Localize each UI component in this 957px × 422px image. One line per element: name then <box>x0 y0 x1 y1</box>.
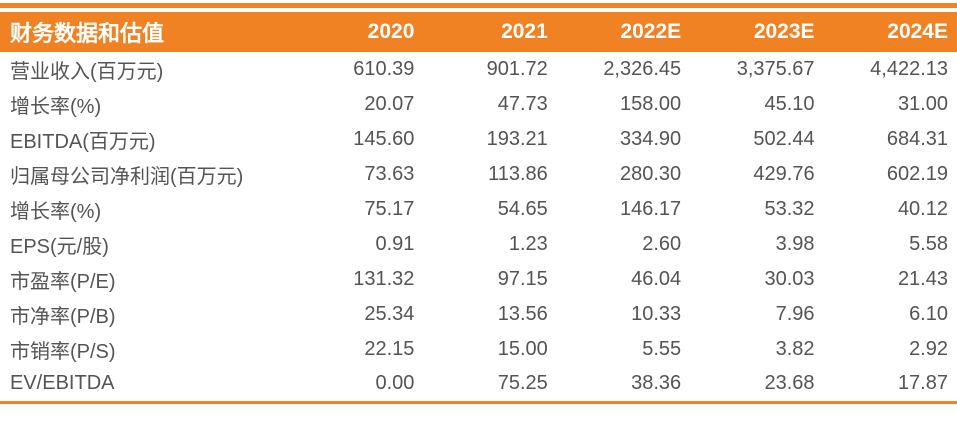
cell-value: 429.76 <box>753 163 815 185</box>
table-row: 市销率(P/S) 22.15 15.00 5.55 3.82 2.92 <box>0 332 957 367</box>
cell-value: 53.32 <box>764 198 815 220</box>
table-row: 营业收入(百万元) 610.39 901.72 2,326.45 3,375.67 4,4… <box>0 52 957 87</box>
cell-value: 5.58 <box>909 233 948 255</box>
cell-value: 113.86 <box>488 163 548 185</box>
cell-value: 610.39 <box>353 58 415 80</box>
cell-value: 131.32 <box>353 268 415 290</box>
cell-value: 6.10 <box>909 303 948 325</box>
cell-value: 3,375.67 <box>736 58 815 80</box>
cell-value: 22.15 <box>364 338 415 360</box>
cell-value: 0.91 <box>375 233 415 255</box>
cell-value: 602.19 <box>886 163 948 185</box>
cell-value: 3.98 <box>775 233 815 255</box>
top-accent-bar <box>0 3 957 8</box>
cell-value: 5.55 <box>642 338 682 360</box>
cell-value: 280.30 <box>620 163 682 185</box>
cell-value: 10.33 <box>631 303 682 325</box>
cell-value: 145.60 <box>353 128 415 150</box>
cell-value: 31.00 <box>897 93 948 115</box>
cell-value: 40.12 <box>897 198 948 220</box>
cell-value: 20.07 <box>364 93 415 115</box>
table-row: 市盈率(P/E) 131.32 97.15 46.04 30.03 21.43 <box>0 262 957 297</box>
table-header-row: 财务数据和估值 2020 2021 2022E 2023E 2024E <box>0 12 957 52</box>
cell-value: 2.60 <box>642 233 682 255</box>
cell-value: 97.15 <box>497 268 548 290</box>
cell-value: 47.73 <box>497 93 548 115</box>
row-label: EPS(元/股) <box>10 236 109 258</box>
cell-value: 21.43 <box>897 268 948 290</box>
column-header-2021: 2021 <box>423 12 557 52</box>
cell-value: 684.31 <box>886 128 948 150</box>
cell-value: 54.65 <box>497 198 548 220</box>
cell-value: 0.00 <box>375 372 415 395</box>
column-header-2024e: 2024E <box>823 12 957 52</box>
column-header-2020: 2020 <box>290 12 424 52</box>
cell-value: 4,422.13 <box>870 58 948 80</box>
cell-value: 146.17 <box>620 198 682 220</box>
cell-value: 17.87 <box>897 372 948 395</box>
cell-value: 30.03 <box>764 268 815 290</box>
cell-value: 45.10 <box>764 93 815 115</box>
table-title: 财务数据和估值 <box>0 12 290 52</box>
row-label: 增长率(%) <box>10 96 102 118</box>
table-row: 增长率(%) 75.17 54.65 146.17 53.32 40.12 <box>0 192 957 227</box>
cell-value: 73.63 <box>364 163 415 185</box>
row-label: EV/EBITDA <box>10 372 115 395</box>
table-row: 增长率(%) 20.07 47.73 158.00 45.10 31.00 <box>0 87 957 122</box>
cell-value: 193.21 <box>486 128 548 150</box>
cell-value: 3.82 <box>775 338 815 360</box>
cell-value: 38.36 <box>631 372 682 395</box>
row-label: EBITDA(百万元) <box>10 131 156 153</box>
row-label: 营业收入(百万元) <box>10 61 164 83</box>
cell-value: 334.90 <box>620 128 682 150</box>
cell-value: 7.96 <box>775 303 815 325</box>
table-row: 归属母公司净利润(百万元) 73.63 113.86 280.30 429.76 602.… <box>0 157 957 192</box>
cell-value: 75.25 <box>497 372 548 395</box>
financial-data-table: 财务数据和估值 2020 2021 2022E 2023E 2024E 营业收入… <box>0 12 957 404</box>
cell-value: 158.00 <box>620 93 682 115</box>
cell-value: 1.23 <box>508 233 548 255</box>
column-header-2022e: 2022E <box>556 12 691 52</box>
row-label: 归属母公司净利润(百万元) <box>10 166 244 188</box>
row-label: 增长率(%) <box>10 201 102 223</box>
table-row: EPS(元/股) 0.91 1.23 2.60 3.98 5.58 <box>0 227 957 262</box>
table-row: EBITDA(百万元) 145.60 193.21 334.90 502.44 684.3… <box>0 122 957 157</box>
cell-value: 25.34 <box>364 303 415 325</box>
cell-value: 2,326.45 <box>603 58 682 80</box>
cell-value: 23.68 <box>764 372 815 395</box>
cell-value: 502.44 <box>753 128 815 150</box>
cell-value: 13.56 <box>497 303 548 325</box>
row-label: 市净率(P/B) <box>10 306 116 328</box>
table-row: EV/EBITDA 0.00 75.25 38.36 23.68 17.87 <box>0 367 957 402</box>
row-label: 市销率(P/S) <box>10 341 116 363</box>
table-row: 市净率(P/B) 25.34 13.56 10.33 7.96 6.10 <box>0 297 957 332</box>
row-label: 市盈率(P/E) <box>10 271 116 293</box>
cell-value: 15.00 <box>497 338 548 360</box>
cell-value: 2.92 <box>909 338 948 360</box>
cell-value: 75.17 <box>364 198 415 220</box>
column-header-2023e: 2023E <box>690 12 824 52</box>
cell-value: 901.72 <box>486 58 548 80</box>
cell-value: 46.04 <box>631 268 682 290</box>
